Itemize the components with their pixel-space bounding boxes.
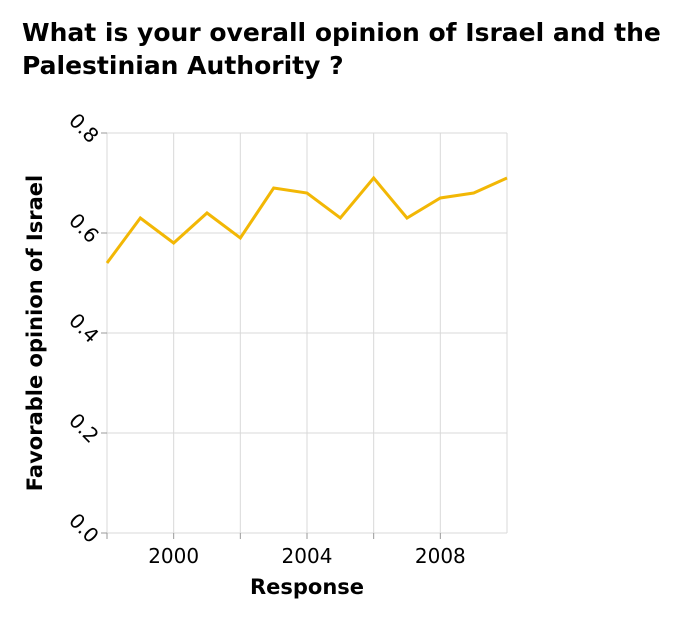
y-tick-label: 0.0: [64, 508, 103, 547]
y-tick-label: 0.2: [64, 408, 103, 447]
x-tick-label: 2008: [415, 544, 466, 568]
axis-layer: [101, 132, 507, 539]
chart-title: What is your overall opinion of Israel a…: [22, 18, 661, 80]
x-tick-label: 2004: [282, 544, 333, 568]
label-layer: 0.0 0.2 0.4 0.6 0.8 2000 2004 2008: [64, 108, 466, 568]
x-axis-title: Response: [250, 575, 364, 599]
y-tick-label: 0.8: [64, 108, 103, 147]
y-tick-label: 0.6: [64, 208, 103, 247]
y-tick-label: 0.4: [64, 308, 103, 347]
grid-layer: [107, 132, 508, 533]
x-tick-label: 2000: [148, 544, 199, 568]
series-layer: [105, 175, 508, 264]
y-axis-title: Favorable opinion of Israel: [23, 175, 47, 491]
series-line: [105, 175, 508, 264]
